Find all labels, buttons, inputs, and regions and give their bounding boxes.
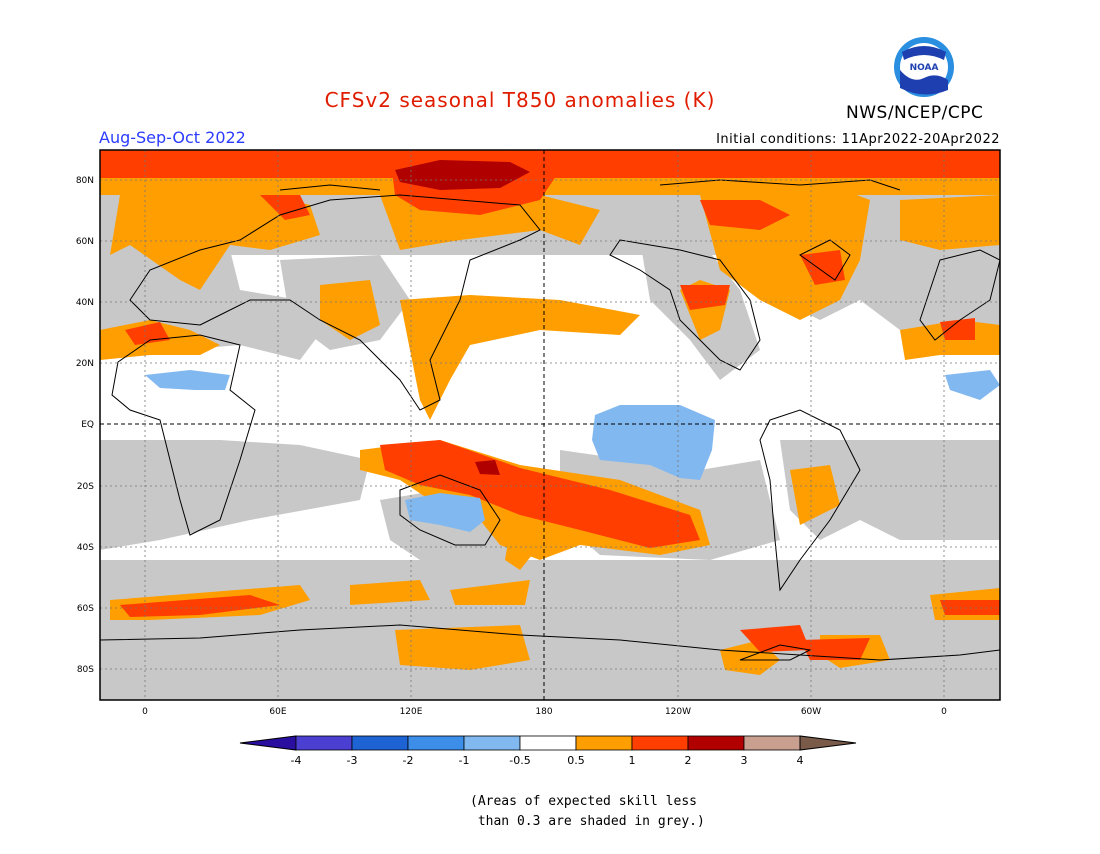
colorbar-arrow-right (799, 735, 857, 751)
colorbar-label: 3 (741, 754, 748, 767)
colorbar-label: -3 (347, 754, 358, 767)
reference-lines (100, 150, 1000, 700)
lat-label: 40S (77, 543, 94, 553)
colorbar-arrow-left (239, 735, 297, 751)
colorbar-swatch (463, 735, 521, 751)
colorbar-swatch (407, 735, 465, 751)
lon-label: 60E (269, 707, 286, 717)
lat-labels: 80N 60N 40N 20N EQ 20S 40S 60S 80S (76, 176, 94, 675)
lat-label: EQ (81, 420, 94, 430)
lat-label: 80N (76, 176, 94, 186)
noaa-logo-text: NOAA (910, 63, 939, 73)
lon-label: 0 (142, 707, 148, 717)
skill-note: (Areas of expected skill less than 0.3 a… (470, 794, 705, 829)
colorbar-swatch (519, 735, 577, 751)
colorbar-label: 4 (797, 754, 804, 767)
lat-label: 20N (76, 359, 94, 369)
noaa-logo: NOAA (894, 37, 954, 97)
lon-labels: 0 60E 120E 180 120W 60W 0 (142, 707, 947, 717)
colorbar-label: -4 (291, 754, 302, 767)
colorbar-swatch (687, 735, 745, 751)
lon-label: 60W (801, 707, 821, 717)
colorbar-swatch (575, 735, 633, 751)
colorbar-swatch (351, 735, 409, 751)
colorbar: -4 -3 -2 -1 -0.5 0.5 1 2 3 4 (239, 735, 857, 767)
lat-label: 60S (77, 604, 94, 614)
coastlines (100, 179, 1000, 661)
colorbar-label: -2 (403, 754, 414, 767)
lon-label: 180 (535, 707, 552, 717)
map-frame (99, 149, 1001, 701)
lon-label: 120W (665, 707, 691, 717)
colorbar-swatch (295, 735, 353, 751)
lat-label: 20S (77, 482, 94, 492)
lat-label: 80S (77, 665, 94, 675)
initial-conditions-label: Initial conditions: 11Apr2022-20Apr2022 (716, 132, 1000, 147)
lat-label: 60N (76, 237, 94, 247)
anomaly-field (100, 150, 1000, 700)
colorbar-label: 0.5 (567, 754, 585, 767)
season-label: Aug-Sep-Oct 2022 (99, 128, 246, 147)
colorbar-label: 2 (685, 754, 692, 767)
colorbar-swatch (743, 735, 801, 751)
colorbar-label: -0.5 (509, 754, 530, 767)
organization-label: NWS/NCEP/CPC (846, 103, 984, 123)
anomaly-2-3 (395, 160, 530, 475)
colorbar-label: 1 (629, 754, 636, 767)
colorbar-swatch (631, 735, 689, 751)
colorbar-label: -1 (459, 754, 470, 767)
lon-label: 120E (400, 707, 423, 717)
lat-label: 40N (76, 298, 94, 308)
chart-title: CFSv2 seasonal T850 anomalies (K) (324, 88, 716, 112)
gridlines (100, 150, 1000, 700)
lon-label: 0 (941, 707, 947, 717)
anomaly-neg0.5-neg1 (145, 370, 1000, 532)
